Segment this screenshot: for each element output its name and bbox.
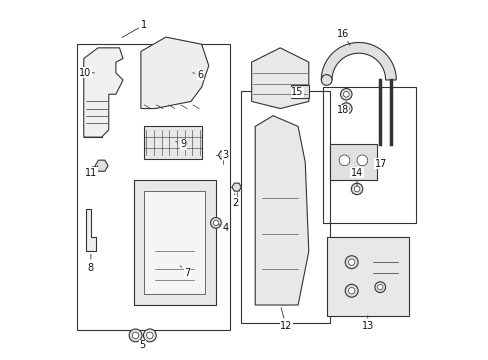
Polygon shape: [144, 191, 205, 294]
Text: 5: 5: [139, 340, 145, 350]
Text: 1: 1: [122, 19, 147, 37]
Text: 9: 9: [175, 139, 186, 149]
Text: 2: 2: [232, 193, 238, 208]
Circle shape: [343, 91, 348, 97]
Text: 12: 12: [280, 308, 292, 332]
Text: 3: 3: [222, 150, 228, 160]
Polygon shape: [251, 48, 308, 109]
Text: 10: 10: [79, 68, 94, 78]
Circle shape: [374, 282, 385, 293]
Circle shape: [345, 256, 357, 269]
Polygon shape: [85, 208, 96, 251]
Circle shape: [345, 284, 357, 297]
Circle shape: [340, 103, 351, 114]
Text: 17: 17: [374, 159, 386, 169]
Text: 15: 15: [290, 87, 303, 98]
Circle shape: [348, 288, 354, 294]
Circle shape: [350, 183, 362, 195]
Polygon shape: [321, 42, 395, 80]
Polygon shape: [95, 160, 108, 171]
Text: 16: 16: [336, 28, 349, 45]
Polygon shape: [218, 151, 227, 159]
Polygon shape: [329, 144, 376, 180]
Text: 6: 6: [192, 69, 203, 80]
Polygon shape: [326, 237, 408, 316]
Text: 18: 18: [336, 102, 348, 115]
Text: 7: 7: [180, 266, 190, 278]
Bar: [77, 44, 230, 330]
Bar: [241, 91, 329, 323]
Text: 11: 11: [84, 166, 98, 178]
Circle shape: [348, 259, 354, 265]
Circle shape: [129, 329, 142, 342]
Circle shape: [377, 284, 382, 290]
Circle shape: [321, 75, 331, 85]
Circle shape: [343, 106, 348, 111]
Circle shape: [146, 332, 153, 339]
Text: 4: 4: [218, 223, 228, 233]
Circle shape: [340, 89, 351, 100]
Polygon shape: [134, 180, 216, 305]
Bar: [323, 87, 415, 223]
Circle shape: [213, 220, 218, 226]
Polygon shape: [83, 48, 123, 137]
Text: 14: 14: [350, 168, 363, 186]
Bar: [290, 85, 308, 98]
Polygon shape: [231, 183, 241, 191]
Circle shape: [339, 155, 349, 166]
Polygon shape: [144, 126, 201, 158]
Circle shape: [356, 155, 367, 166]
Circle shape: [353, 186, 359, 192]
Circle shape: [132, 332, 139, 339]
Text: 13: 13: [361, 316, 373, 332]
Text: 8: 8: [88, 254, 94, 273]
Circle shape: [143, 329, 156, 342]
Polygon shape: [255, 116, 308, 305]
Polygon shape: [141, 37, 208, 109]
Circle shape: [210, 217, 221, 228]
